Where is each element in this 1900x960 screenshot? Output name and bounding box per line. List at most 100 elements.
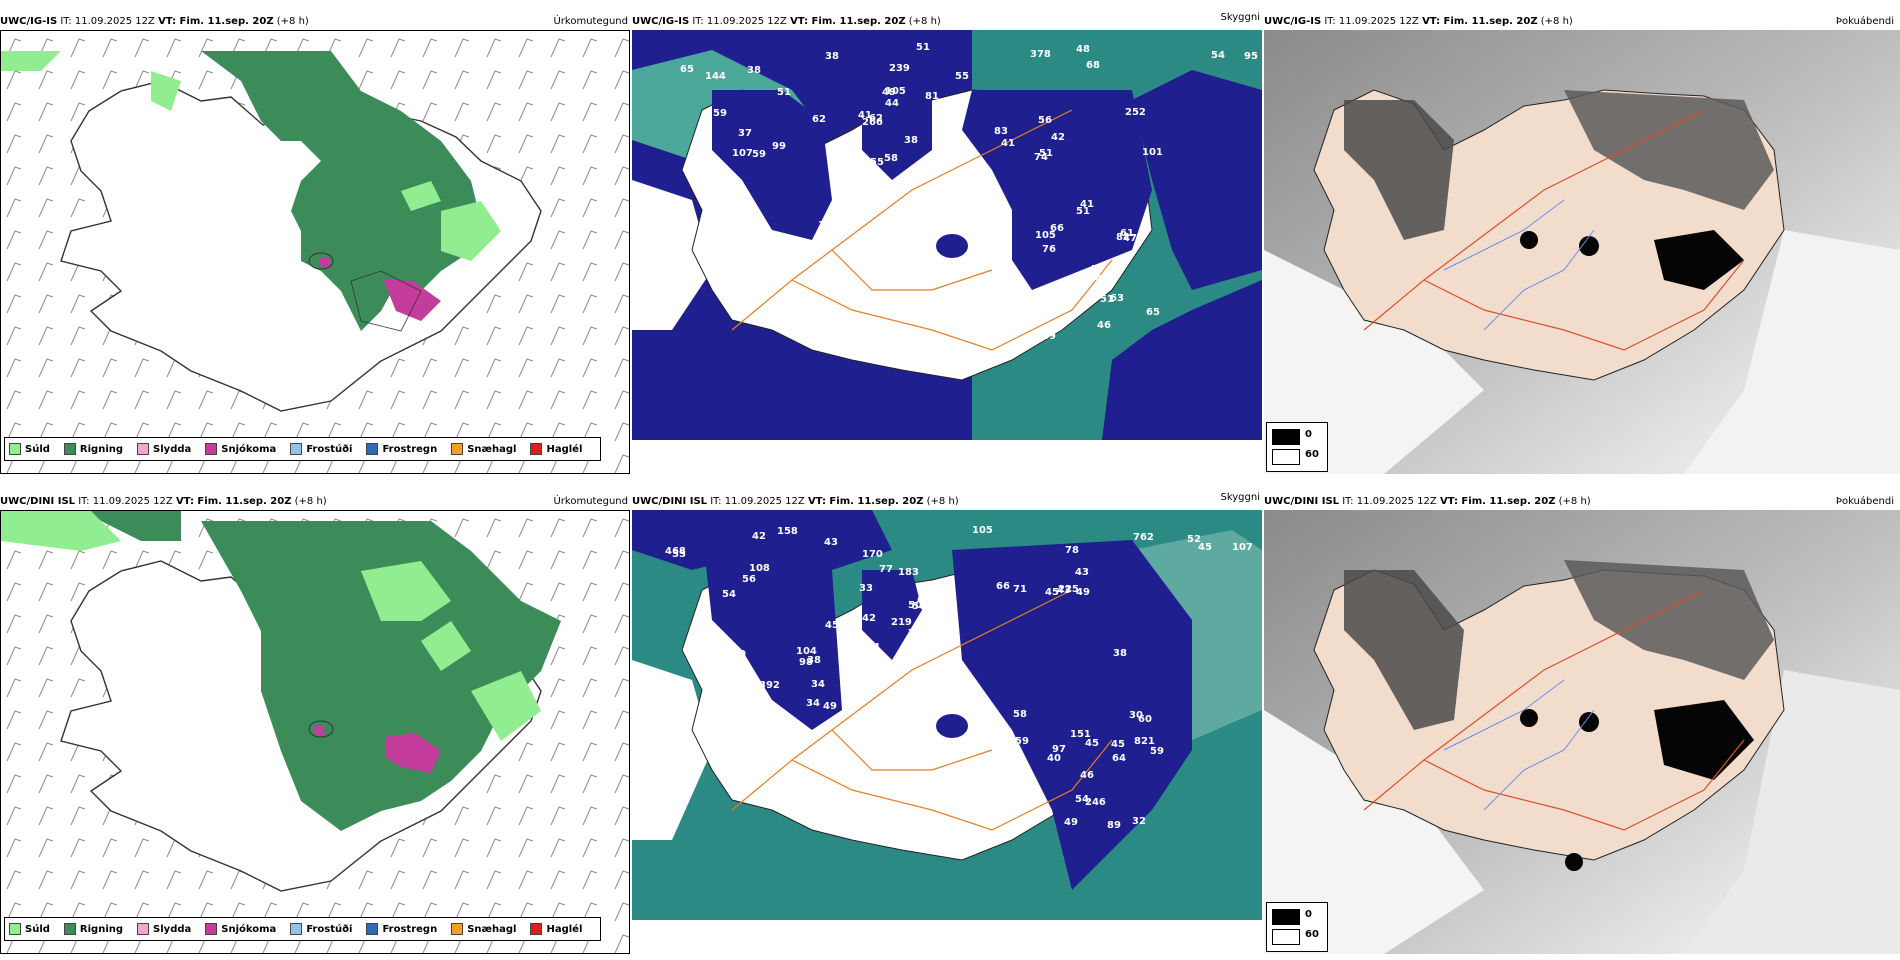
cloud-base-label: 45 [1045, 587, 1059, 598]
cloud-map[interactable]: 106 266 252 118 378 378 44 42 31 38 32 55 56 41 68 59 10… [632, 30, 1262, 440]
cloud-map[interactable]: 34 35 30 45 55 56 65 58 60 42 45 33 38 49 468 54 71 71 54 5… [632, 510, 1262, 920]
fog-dark-north [1344, 570, 1464, 730]
drizzle-area-3 [1, 511, 121, 551]
cloud-base-label: 45 [1198, 542, 1212, 553]
legend-item: Haglél [530, 443, 582, 455]
fog-white-se [1684, 230, 1900, 474]
cloud-base-label: 41 [1080, 199, 1094, 210]
model-name: UWC/IG-IS [1264, 16, 1322, 27]
cloud-base-label: 83 [994, 126, 1008, 137]
drizzle-area-2 [471, 671, 541, 741]
cloud-base-label: 225 [1058, 584, 1079, 595]
cloud-base-label: 62 [812, 114, 826, 125]
cloud-base-label: 34 [806, 698, 820, 709]
cloud-base-label: 46 [1097, 320, 1111, 331]
cloud-base-label: 47 [1123, 233, 1137, 244]
cloud-base-label: 43 [1075, 567, 1089, 578]
fog-legend-light-label: 60 [1305, 449, 1319, 460]
cloud-base-label: 82 [1116, 232, 1130, 243]
legend-swatch [530, 923, 543, 935]
panel-header: UWC/IG-IS IT: 11.09.2025 12Z VT: Fim. 11… [1264, 14, 1900, 30]
cloud-base-label: 107 [1232, 542, 1253, 553]
fog-legend-light-label: 60 [1305, 929, 1319, 940]
cloud-base-label: 59 [1015, 736, 1029, 747]
cloud-base-label: 49 [823, 701, 837, 712]
precip-legend: Súld Rigning Slydda Snjókoma Frostúði Fr… [4, 917, 602, 941]
legend-label: Haglél [546, 443, 583, 455]
cloud-base-label: 50 [908, 600, 922, 611]
cloud-base-label: 59 [1150, 746, 1164, 757]
cloud-base-label: 56 [742, 574, 756, 585]
fog-map[interactable]: 0 60 [1264, 30, 1900, 474]
cloud-base-label: 246 [1085, 797, 1106, 808]
snow-area-2 [313, 725, 325, 735]
snow-area-2 [319, 257, 331, 267]
model-name: UWC/DINI ISL [632, 496, 708, 507]
cloud-base-label: 45 [1085, 738, 1099, 749]
cloud-base-label: 66 [1050, 223, 1064, 234]
cloud-base-label: 49 [1064, 817, 1078, 828]
panel-header: UWC/IG-IS IT: 11.09.2025 12Z VT: Fim. 11… [0, 14, 630, 30]
cloud-base-label: 42 [752, 531, 766, 542]
legend-item: Haglél [530, 923, 582, 935]
cloud-base-label: 158 [777, 526, 798, 537]
cloud-base-label: 49 [882, 87, 896, 98]
legend-item: Slydda [137, 923, 191, 935]
cloud-base-label: 78 [731, 189, 745, 200]
legend-label: Frostregn [382, 443, 438, 455]
precip-map[interactable]: Súld Rigning Slydda Snjókoma Frostúði Fr… [0, 30, 630, 474]
cloud-base-label: 51 [777, 87, 791, 98]
low-cloud-east [962, 90, 1152, 290]
cloud-base-label: 54 [722, 589, 736, 600]
cloud-base-label: 61 [717, 230, 731, 241]
cloud-base-label: 515 [859, 169, 880, 180]
lead-time: (+8 h) [1540, 16, 1573, 27]
cloud-base-label: 64 [1112, 753, 1126, 764]
cloud-base-label: 26 [1016, 322, 1030, 333]
legend-label: Snjókoma [221, 923, 277, 935]
fog-map[interactable]: 0 60 [1264, 510, 1900, 954]
panel-title: Úrkomutegund [553, 496, 628, 507]
panel-header: UWC/IG-IS IT: 11.09.2025 12Z VT: Fim. 11… [632, 14, 1262, 30]
fog-dark-north [1344, 100, 1454, 240]
cloud-base-label: 378 [1030, 49, 1051, 60]
cloud-base-label: 105 [972, 525, 993, 536]
lead-time: (+8 h) [908, 16, 941, 27]
legend-label: Frostúði [306, 443, 353, 455]
legend-item: Frostúði [290, 923, 352, 935]
legend-item: Snæhagl [451, 923, 516, 935]
cloud-base-labels: 1062662521183783784442313832555641685910… [680, 42, 1258, 342]
cloud-base-label: 59 [752, 149, 766, 160]
cloud-map-svg: 1062662521183783784442313832555641685910… [632, 30, 1262, 440]
rain-area-2 [81, 511, 181, 541]
cloud-base-label: 77 [879, 564, 893, 575]
legend-label: Snæhagl [467, 443, 517, 455]
rain-area [201, 51, 481, 331]
cloud-base-label: 49 [1042, 331, 1056, 342]
cloud-base-label: 54 [1075, 794, 1089, 805]
legend-label: Rigning [79, 923, 124, 935]
cloud-base-label: 51 [916, 42, 930, 53]
model-name: UWC/DINI ISL [0, 496, 76, 507]
cloud-base-label: 107 [732, 148, 753, 159]
cloud-base-label: 37 [738, 128, 752, 139]
cloud-base-label: 821 [1134, 736, 1155, 747]
cloud-base-label: 65 [680, 64, 694, 75]
legend-swatch [137, 923, 150, 935]
cloud-base-label: 40 [1047, 753, 1061, 764]
issue-time: IT: 11.09.2025 12Z [1324, 16, 1419, 27]
cloud-base-label: 45 [1111, 739, 1125, 750]
precip-map[interactable]: Súld Rigning Slydda Snjókoma Frostúði Fr… [0, 510, 630, 954]
precip-panel-bottom: UWC/DINI ISL IT: 11.09.2025 12Z VT: Fim.… [0, 494, 630, 960]
model-name: UWC/IG-IS [632, 16, 690, 27]
cloud-base-label: 30 [1129, 710, 1143, 721]
road-network [731, 109, 1113, 351]
cloud-base-label: 63 [1110, 293, 1124, 304]
legend-swatch [451, 443, 464, 455]
fog-legend: 0 60 [1266, 902, 1328, 952]
drizzle-area [441, 201, 501, 261]
model-name: UWC/IG-IS [0, 16, 58, 27]
cloud-base-label: 61 [1120, 228, 1134, 239]
panel-title: Skyggni [1220, 12, 1260, 23]
